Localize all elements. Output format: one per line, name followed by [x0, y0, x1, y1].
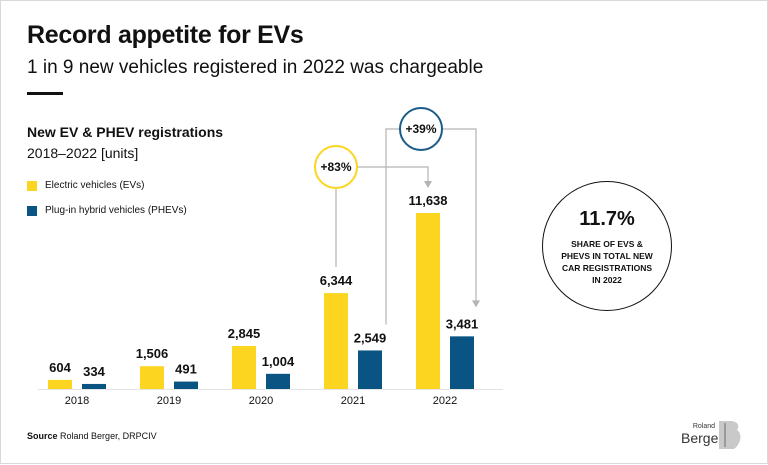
title-rule: [27, 92, 63, 95]
connector-39-from-2021-phev: [385, 128, 400, 325]
x-tick-2019: 2019: [157, 395, 181, 407]
bar-phev-2021: [358, 350, 382, 389]
legend-item-ev: Electric vehicles (EVs): [27, 180, 144, 191]
roland-berger-logo: Roland Berger: [681, 417, 745, 453]
source-label: Source: [27, 431, 58, 441]
logo-text-main: Berger: [681, 430, 724, 446]
data-label-phev-2018: 334: [83, 364, 105, 379]
legend-label-ev: Electric vehicles (EVs): [45, 180, 145, 191]
data-label-phev-2020: 1,004: [262, 354, 295, 369]
legend-item-phev: Plug-in hybrid vehicles (PHEVs): [27, 205, 187, 216]
bar-phev-2020: [266, 373, 290, 389]
bar-phev-2018: [82, 383, 106, 389]
data-label-ev-2019: 1,506: [136, 346, 169, 361]
bar-ev-2022: [416, 213, 440, 389]
logo-b-icon: [719, 421, 741, 449]
bar-phev-2022: [450, 336, 474, 389]
logo-text-small: Roland: [692, 423, 715, 430]
page-title: Record appetite for EVs: [27, 21, 304, 49]
bar-ev-2020: [232, 345, 256, 389]
legend-swatch-phev: [27, 205, 37, 216]
data-label-phev-2021: 2,549: [354, 330, 387, 345]
connector-83-to-2022-ev: [357, 166, 429, 185]
bar-phev-2019: [174, 381, 198, 389]
legend-swatch-ev: [27, 180, 37, 191]
data-label-ev-2020: 2,845: [228, 326, 261, 341]
data-label-ev-2018: 604: [49, 360, 71, 375]
connector-39-to-2022-phev: [442, 128, 477, 305]
x-tick-2022: 2022: [433, 395, 457, 407]
data-label-ev-2021: 6,344: [320, 273, 353, 288]
bar-ev-2019: [140, 366, 164, 389]
x-tick-2020: 2020: [249, 395, 273, 407]
share-highlight-circle: 11.7% Share of EVs & PHEVs in total new …: [542, 181, 672, 311]
chart-subtitle: 2018–2022 [units]: [27, 145, 139, 161]
growth-circle-39: [399, 107, 443, 151]
growth-label-83: +83%: [320, 160, 351, 174]
bar-ev-2018: [48, 379, 72, 389]
share-value: 11.7%: [579, 208, 635, 230]
growth-circle-83: [314, 145, 358, 189]
arrowhead-83: [424, 181, 432, 188]
data-label-phev-2022: 3,481: [446, 316, 479, 331]
bar-ev-2021: [324, 293, 348, 389]
legend-label-phev: Plug-in hybrid vehicles (PHEVs): [45, 205, 187, 216]
x-tick-2021: 2021: [341, 395, 365, 407]
page-subtitle: 1 in 9 new vehicles registered in 2022 w…: [27, 57, 484, 78]
source-note: Source Roland Berger, DRPCIV: [27, 431, 157, 441]
source-text: Roland Berger, DRPCIV: [60, 431, 157, 441]
share-description: Share of EVs & PHEVs in total new car re…: [561, 239, 653, 285]
data-label-phev-2019: 491: [175, 362, 197, 377]
growth-label-39: +39%: [405, 122, 436, 136]
x-tick-2018: 2018: [65, 395, 89, 407]
arrowhead-39: [472, 300, 480, 308]
chart-title: New EV & PHEV registrations: [27, 124, 224, 140]
data-label-ev-2022: 11,638: [408, 193, 447, 208]
